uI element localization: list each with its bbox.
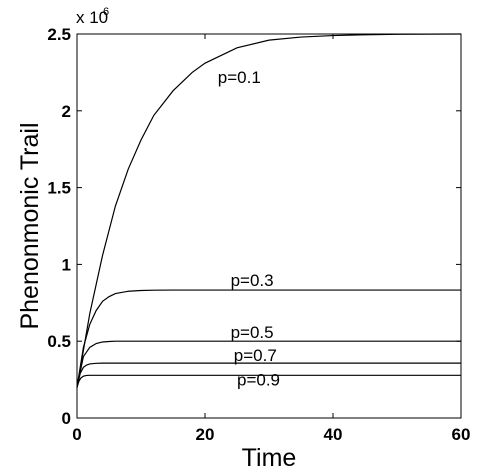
y-tick-label: 2.5 [47, 25, 71, 44]
series-line-p=0.9 [76, 374, 461, 388]
x-tick-label: 20 [196, 425, 215, 444]
y-tick-label: 1.5 [47, 179, 71, 198]
y-tick-label: 2 [62, 102, 71, 121]
x-axis-title: Time [242, 444, 297, 472]
y-tick-label: 1 [62, 255, 71, 274]
series-line-p=0.3 [76, 289, 461, 388]
y-tick-label: 0 [62, 409, 71, 428]
axis-tick-labels: 0 20 40 60 0 0.5 1 1.5 2 2.5 [47, 25, 470, 444]
series-lines [76, 33, 462, 388]
series-label: p=0.7 [234, 346, 277, 365]
series-label: p=0.9 [237, 371, 280, 390]
series-label: p=0.3 [231, 271, 274, 290]
x-tick-label: 0 [72, 425, 81, 444]
plot-area-frame [76, 33, 462, 419]
y-axis-title: Phenonmonic Trail [16, 122, 44, 329]
series-label: p=0.1 [218, 68, 261, 87]
x-tick-label: 60 [452, 425, 471, 444]
y-multiplier-exponent: 6 [103, 6, 109, 18]
series-label: p=0.5 [231, 323, 274, 342]
y-tick-label: 0.5 [47, 332, 71, 351]
series-line-p=0.1 [76, 33, 462, 388]
series-labels: p=0.1 p=0.3 p=0.5 p=0.7 p=0.9 [218, 68, 280, 390]
series-line-p=0.7 [76, 362, 461, 388]
y-multiplier-label: x 10 [76, 8, 108, 27]
series-line-p=0.5 [76, 340, 461, 388]
x-tick-label: 40 [324, 425, 343, 444]
